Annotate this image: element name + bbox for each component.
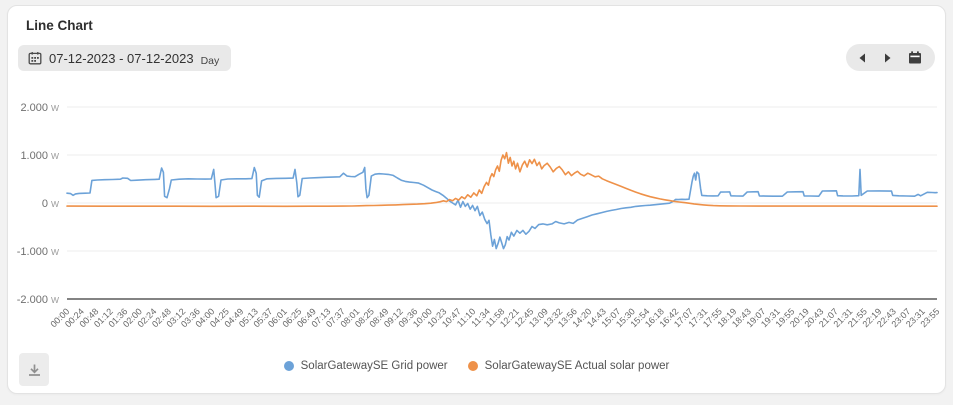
legend-label: SolarGatewaySE Grid power: [300, 360, 448, 372]
gridlines: [67, 106, 937, 300]
download-button[interactable]: [19, 353, 49, 386]
prev-day-button[interactable]: [857, 51, 868, 65]
y-axis-labels: 2.000 W 1.000 W 0 W -1.000 W -2.000 W: [17, 102, 59, 306]
line-chart-card: Line Chart 07-12-2023 - 07-12-2023 Day: [7, 5, 946, 394]
chart-area[interactable]: 2.000 W 1.000 W 0 W -1.000 W -2.000 W 00:00 00:24 00…: [8, 90, 947, 352]
series-line: [66, 166, 938, 250]
series-line: [66, 151, 938, 208]
legend-item[interactable]: SolarGatewaySE Grid power: [283, 360, 448, 372]
calendar-picker-button[interactable]: [906, 49, 924, 66]
legend: SolarGatewaySE Grid power SolarGatewaySE …: [8, 360, 945, 372]
date-nav-group: [846, 44, 935, 71]
svg-text:0W: 0W: [42, 198, 59, 210]
line-chart-svg: 2.000 W 1.000 W 0 W -1.000 W -2.000 W00:0000:2400…: [17, 102, 942, 329]
legend-dot-icon: [467, 361, 478, 371]
date-range-button[interactable]: 07-12-2023 - 07-12-2023 Day: [18, 45, 232, 71]
chevron-left-icon: [859, 53, 866, 63]
legend-dot-icon: [283, 361, 294, 371]
next-day-button[interactable]: [882, 51, 893, 65]
download-icon: [26, 362, 43, 378]
period-label: Day: [200, 55, 220, 67]
chevron-right-icon: [884, 53, 891, 63]
date-range-label: 07-12-2023 - 07-12-2023: [49, 50, 194, 66]
legend-item[interactable]: SolarGatewaySE Actual solar power: [467, 360, 670, 372]
calendar-icon: [908, 51, 922, 64]
series-lines: [66, 151, 938, 250]
x-axis-labels: 00:0000:2400:4801:1201:3602:0002:2402:48…: [48, 306, 941, 329]
page-title: Line Chart: [26, 18, 93, 33]
calendar-icon: [28, 51, 42, 65]
legend-label: SolarGatewaySE Actual solar power: [484, 360, 670, 372]
